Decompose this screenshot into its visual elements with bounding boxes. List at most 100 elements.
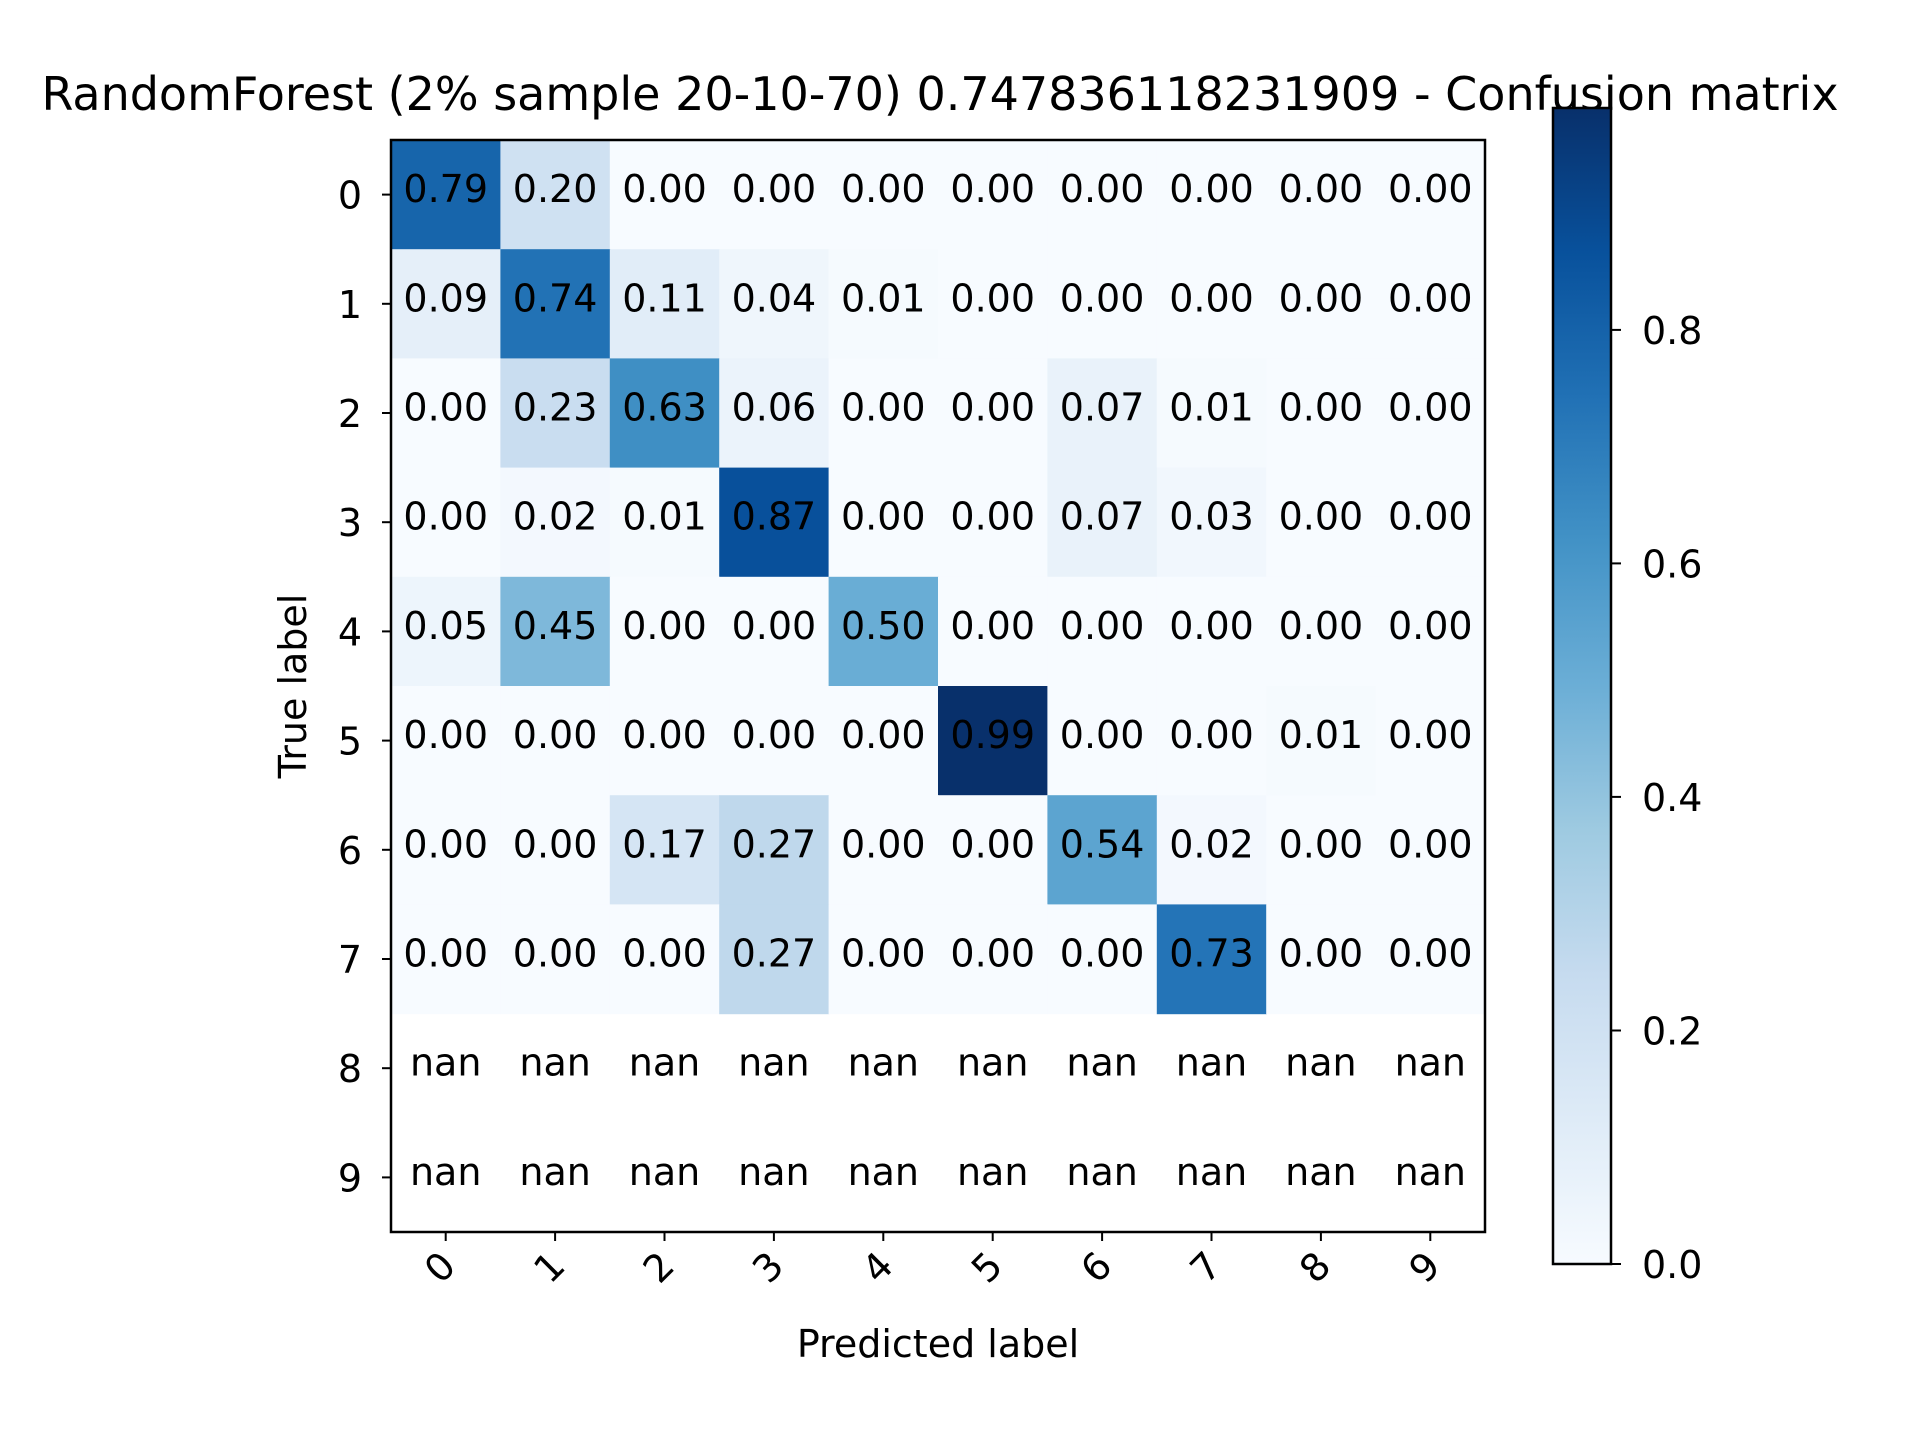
plot-frame — [389, 138, 1487, 1234]
cell-value-label: nan — [1395, 1150, 1466, 1194]
heatmap-cell — [1047, 249, 1158, 359]
cell-value-label: 0.05 — [403, 604, 488, 648]
heatmap-cell — [828, 904, 939, 1015]
heatmap-cell — [828, 358, 939, 469]
cell-value-label: 0.00 — [513, 822, 598, 866]
heatmap-cell — [719, 576, 830, 687]
cell-value-label: 0.02 — [1169, 822, 1254, 866]
cell-value-label: 0.00 — [841, 495, 926, 539]
cell-value-label: 0.50 — [841, 604, 926, 648]
cell-value-label: 0.00 — [403, 713, 488, 757]
colorbar-tick-label: 0.2 — [1642, 1010, 1702, 1054]
cell-value-label: 0.01 — [841, 276, 926, 320]
cell-value-label: 0.00 — [1279, 276, 1364, 320]
heatmap-cell — [1047, 904, 1158, 1015]
cell-value-label: 0.00 — [841, 932, 926, 976]
heatmap-cell — [719, 358, 830, 469]
heatmap-cell — [391, 140, 501, 250]
x-tick-label: 6 — [1072, 1243, 1120, 1291]
colorbar-tick-label: 0.8 — [1642, 309, 1702, 353]
y-tick-label: 6 — [338, 829, 362, 873]
heatmap-cell — [1156, 904, 1267, 1015]
cell-value-label: 0.00 — [841, 167, 926, 211]
cell-value-label: 0.01 — [1279, 713, 1364, 757]
y-axis-label: True label — [271, 594, 315, 780]
cell-value-labels: 0.79 0.20 0.00 0.00 0.00 0.00 0.00 0.00 0.00 0.00… — [403, 167, 1472, 1194]
colorbar — [1551, 106, 1613, 1266]
heatmap-cell — [938, 795, 1048, 905]
cell-value-label: 0.00 — [950, 386, 1035, 430]
heatmap-cell — [500, 358, 611, 469]
x-tick-label: 9 — [1400, 1243, 1448, 1291]
cell-value-label: 0.00 — [1279, 822, 1364, 866]
cell-value-label: 0.00 — [1279, 167, 1364, 211]
cell-value-label: nan — [1285, 1041, 1356, 1085]
cell-value-label: 0.45 — [513, 604, 598, 648]
cell-value-label: 0.07 — [1060, 386, 1145, 430]
heatmap-cell — [1047, 686, 1158, 796]
y-tick-label: 9 — [338, 1156, 362, 1200]
heatmap-cell — [719, 686, 830, 796]
cell-value-label: 0.00 — [1279, 604, 1364, 648]
cell-value-label: 0.00 — [1060, 604, 1145, 648]
heatmap-cell — [1266, 467, 1377, 578]
heatmap-cell — [609, 358, 720, 469]
heatmap-cell — [500, 249, 611, 359]
heatmap-cell — [1047, 358, 1158, 469]
y-tick-label: 1 — [338, 283, 362, 327]
cell-value-label: 0.73 — [1169, 932, 1254, 976]
y-tick-label: 7 — [338, 938, 362, 982]
heatmap-cell — [1266, 249, 1377, 359]
heatmap-cell — [1156, 140, 1267, 250]
heatmap-cell — [1266, 140, 1377, 250]
cell-value-label: 0.00 — [950, 822, 1035, 866]
cell-value-label: 0.00 — [841, 822, 926, 866]
heatmap-cell — [1156, 576, 1267, 687]
heatmap-cell — [1156, 795, 1267, 905]
cell-value-label: 0.99 — [950, 713, 1035, 757]
cell-value-label: nan — [1176, 1041, 1247, 1085]
cell-value-label: 0.00 — [622, 713, 707, 757]
heatmap-cell — [500, 904, 611, 1015]
y-tick-label: 8 — [338, 1047, 362, 1091]
cell-value-label: 0.11 — [622, 276, 707, 320]
cell-value-label: 0.00 — [1388, 932, 1473, 976]
heatmap-cell — [828, 576, 939, 687]
cell-value-label: 0.00 — [622, 932, 707, 976]
cell-value-label: 0.00 — [1279, 386, 1364, 430]
heatmap-cell — [719, 795, 830, 905]
cell-value-label: 0.27 — [732, 822, 817, 866]
cell-value-label: 0.00 — [1169, 604, 1254, 648]
y-axis-ticks: 0 1 2 3 4 5 6 7 8 9 — [338, 174, 391, 1200]
cell-value-label: nan — [848, 1150, 919, 1194]
heatmap-cell — [609, 467, 720, 578]
cell-value-label: 0.00 — [403, 495, 488, 539]
cell-value-label: 0.00 — [513, 932, 598, 976]
cell-value-label: 0.00 — [841, 386, 926, 430]
cell-value-label: 0.00 — [950, 604, 1035, 648]
cell-value-label: nan — [519, 1041, 590, 1085]
x-tick-label: 7 — [1182, 1243, 1230, 1291]
cell-value-label: 0.00 — [1388, 167, 1473, 211]
cell-value-label: nan — [1395, 1041, 1466, 1085]
x-axis-ticks: 0 1 2 3 4 5 6 7 8 9 — [416, 1232, 1449, 1291]
cell-value-label: 0.01 — [622, 495, 707, 539]
heatmap-cell — [1375, 795, 1486, 905]
heatmap-cell — [938, 686, 1048, 796]
cell-value-label: nan — [1066, 1041, 1137, 1085]
heatmap-cell — [609, 795, 720, 905]
cell-value-label: 0.04 — [732, 276, 817, 320]
heatmap-cell — [1375, 467, 1486, 578]
heatmap-cell — [1375, 576, 1486, 687]
heatmap-cell — [391, 576, 501, 687]
colorbar-tick-label: 0.4 — [1642, 776, 1702, 820]
heatmap-cell — [938, 249, 1048, 359]
cell-value-label: 0.00 — [732, 713, 817, 757]
heatmap-cell — [719, 904, 830, 1015]
cell-value-label: 0.00 — [513, 713, 598, 757]
heatmap-cell — [500, 467, 611, 578]
cell-value-label: 0.00 — [1388, 822, 1473, 866]
cell-value-label: 0.00 — [622, 167, 707, 211]
chart-title: RandomForest (2% sample 20-10-70) 0.7478… — [41, 67, 1838, 121]
